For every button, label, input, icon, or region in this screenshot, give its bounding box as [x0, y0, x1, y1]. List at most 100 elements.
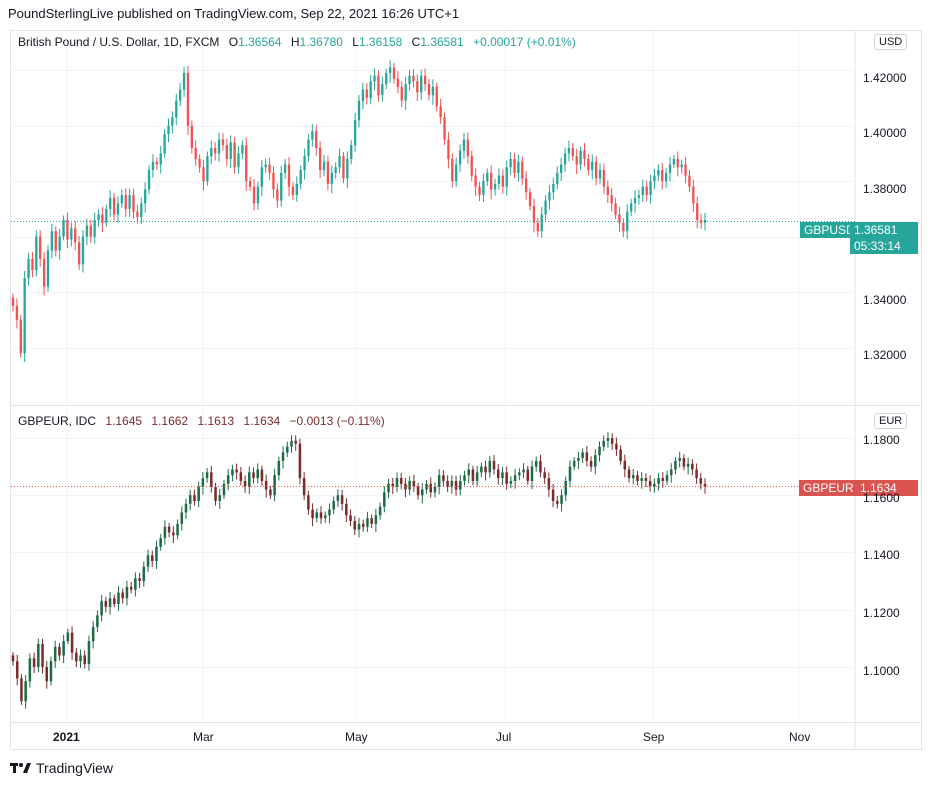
candle-body: [556, 500, 559, 504]
candle-body: [497, 175, 501, 184]
candle-body: [450, 480, 454, 487]
candle-body: [49, 661, 53, 682]
candle-body: [598, 170, 602, 179]
candle-body: [120, 195, 124, 204]
candle-body: [606, 186, 609, 196]
candle-body: [610, 195, 613, 204]
candle-body: [691, 463, 694, 470]
candle-body: [513, 158, 516, 173]
candle-body: [370, 518, 373, 524]
candle-body: [89, 225, 92, 237]
candle-body: [214, 486, 217, 501]
candle-body: [615, 443, 618, 450]
candle-body: [322, 161, 326, 171]
candle-body: [399, 478, 403, 484]
candle-body: [602, 440, 605, 447]
gbpeur-close: 1.1634: [243, 414, 281, 428]
candle-body: [528, 192, 532, 207]
candle-body: [661, 478, 665, 481]
candle-body: [385, 72, 388, 85]
candle-body: [517, 161, 520, 173]
candle-body: [577, 458, 580, 461]
candle-body: [264, 480, 268, 490]
candle-body: [202, 167, 205, 182]
candle-body: [626, 211, 629, 232]
candle-body: [136, 211, 139, 218]
x-tick-may: May: [345, 730, 368, 744]
usd-currency-button[interactable]: USD: [874, 34, 908, 50]
candle-body: [556, 172, 559, 184]
candle-body: [439, 106, 442, 118]
candle-body: [132, 195, 135, 212]
gbpeur-high: 1.1662: [151, 414, 189, 428]
candle-body: [640, 478, 643, 481]
candle-body: [116, 203, 120, 215]
candle-body: [627, 469, 631, 479]
candle-body: [548, 192, 551, 201]
candle-body: [591, 161, 594, 171]
candle-body: [58, 646, 61, 656]
tradingview-footer[interactable]: TradingView: [10, 760, 113, 776]
candle-body: [330, 172, 333, 184]
candle-body: [190, 125, 193, 148]
candle-body: [563, 153, 567, 165]
gbpeur-y-tick: 1.1200: [863, 606, 900, 620]
candle-body: [420, 75, 423, 93]
candle-body: [20, 678, 23, 702]
gbpeur-y-tick: 1.1400: [863, 548, 900, 562]
candle-body: [696, 203, 699, 220]
candle-body: [159, 153, 162, 165]
candle-body: [421, 489, 424, 496]
candle-body: [62, 641, 65, 656]
candle-body: [490, 172, 493, 190]
gbpusd-high-label: H: [290, 35, 300, 49]
candle-body: [32, 658, 36, 667]
candle-body: [31, 258, 34, 270]
candle-body: [206, 156, 209, 182]
candle-body: [58, 236, 61, 251]
candle-body: [332, 500, 335, 510]
gbpusd-y-tick: 1.32000: [863, 348, 907, 362]
candle-body: [345, 503, 348, 516]
candle-body: [466, 139, 470, 157]
candle-body: [699, 478, 703, 484]
eur-currency-button[interactable]: EUR: [874, 413, 908, 429]
candle-body: [15, 306, 19, 320]
candle-body: [101, 214, 104, 223]
candle-body: [644, 478, 648, 481]
candle-body: [294, 440, 297, 444]
candle-body: [530, 466, 534, 481]
candle-body: [252, 186, 256, 204]
candle-body: [74, 228, 77, 243]
candle-body: [678, 458, 681, 461]
candle-body: [589, 460, 593, 467]
candle-body: [361, 523, 365, 527]
candle-body: [575, 156, 578, 165]
candle-body: [125, 586, 129, 599]
gbpeur-y-tick: 1.1800: [863, 433, 900, 447]
candle-body: [315, 131, 318, 148]
candle-body: [462, 139, 466, 151]
candle-body: [97, 214, 100, 220]
candle-body: [311, 131, 314, 140]
candle-body: [23, 278, 26, 354]
candle-body: [509, 480, 513, 484]
candle-body: [676, 158, 679, 168]
candle-body: [459, 480, 462, 490]
candle-body: [340, 495, 344, 504]
candle-body: [134, 578, 137, 590]
candle-body: [581, 452, 584, 459]
candle-body: [657, 170, 660, 176]
candle-body: [633, 197, 637, 204]
candle-body: [585, 452, 589, 461]
candle-body: [233, 142, 236, 168]
candle-body: [446, 480, 449, 487]
candle-body: [163, 526, 167, 539]
candle-body: [539, 460, 542, 473]
candle-body: [19, 319, 22, 354]
candle-body: [260, 469, 264, 481]
candle-body: [175, 100, 178, 118]
candle-body: [146, 555, 150, 567]
candle-body: [587, 158, 590, 171]
